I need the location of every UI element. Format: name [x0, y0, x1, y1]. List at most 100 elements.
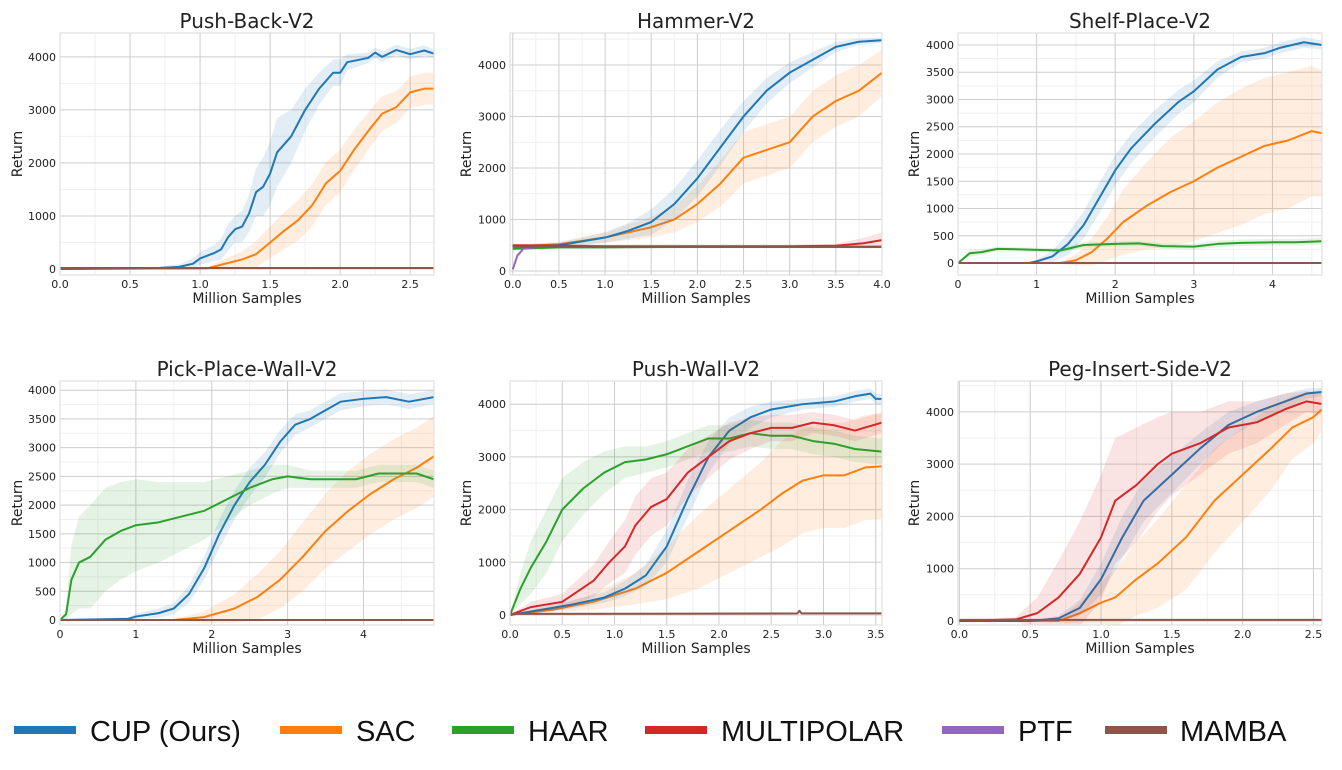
x-tick-label: 1.0: [606, 628, 624, 641]
x-axis-label: Million Samples: [641, 641, 750, 657]
y-tick-label: 2000: [478, 162, 506, 175]
legend-item: SAC: [280, 716, 416, 748]
x-tick-label: 1.5: [261, 278, 279, 291]
line-cup-ours: [959, 390, 1322, 622]
chart-title: Push-Wall-V2: [632, 357, 760, 381]
y-tick-label: 2000: [478, 504, 506, 517]
plot-area: [60, 381, 434, 625]
line-cup-ours: [60, 396, 434, 622]
legend-item: MULTIPOLAR: [645, 716, 904, 748]
line-mamba: [510, 609, 882, 615]
y-tick-label: 1000: [28, 210, 56, 223]
band-multipolar: [959, 390, 1322, 625]
legend-item: MAMBA: [1105, 716, 1287, 748]
x-tick-label: 2.5: [401, 278, 419, 291]
chart-title: Peg-Insert-Side-V2: [1048, 357, 1232, 381]
x-tick-label: 2.0: [710, 628, 728, 641]
x-tick-label: 0.5: [1021, 628, 1039, 641]
series-group: [60, 389, 434, 623]
legend-label: PTF: [1018, 716, 1073, 748]
x-tick-label: 0.0: [951, 628, 969, 641]
x-tick-label: 1.5: [658, 628, 676, 641]
band-haar: [510, 419, 882, 615]
y-tick-label: 0: [49, 614, 56, 627]
x-tick-label: 0.5: [550, 278, 568, 291]
line-multipolar: [959, 400, 1322, 622]
y-tick-label: 1000: [926, 563, 954, 576]
series-group: [959, 387, 1322, 625]
y-tick-label: 2000: [28, 157, 56, 170]
chart-title: Push-Back-V2: [180, 9, 315, 33]
x-tick-label: 2.5: [1305, 628, 1323, 641]
x-tick-label: 2: [208, 628, 215, 641]
panels: Push-Back-V2 Million Samples Return 0.0 0…: [10, 9, 1323, 657]
y-tick-label: 0: [499, 609, 506, 622]
y-tick-label: 3500: [926, 66, 954, 79]
y-axis-label: Return: [10, 480, 26, 526]
band-sac: [60, 72, 434, 270]
line-sac: [958, 130, 1322, 265]
y-tick-label: 2000: [926, 148, 954, 161]
line-sac: [959, 408, 1322, 622]
x-tick-label: 1.0: [596, 278, 614, 291]
chart-title: Pick-Place-Wall-V2: [157, 357, 338, 381]
x-tick-label: 2.0: [689, 278, 707, 291]
y-tick-label: 3000: [28, 442, 56, 455]
plot-frame: [59, 32, 435, 276]
y-axis-label: Return: [907, 131, 923, 177]
y-axis-label: Return: [459, 131, 475, 177]
x-tick-label: 0.0: [504, 278, 522, 291]
y-tick-label: 2500: [926, 121, 954, 134]
line-sac: [60, 455, 434, 622]
plot-area: [958, 381, 1322, 625]
x-tick-label: 2.0: [331, 278, 349, 291]
band-sac: [60, 416, 434, 623]
y-tick-label: 500: [35, 585, 56, 598]
plot-area: [60, 33, 434, 275]
x-tick-label: 0: [57, 628, 64, 641]
y-tick-label: 0: [947, 257, 954, 270]
series-group: [510, 388, 882, 616]
x-tick-label: 2.5: [735, 278, 753, 291]
line-sac: [60, 87, 434, 271]
chart-title: Hammer-V2: [637, 9, 755, 33]
legend-label: HAAR: [528, 716, 609, 748]
y-tick-label: 2000: [926, 510, 954, 523]
y-tick-label: 0: [499, 265, 506, 278]
band-sac: [512, 49, 882, 248]
x-tick-label: 3.5: [827, 278, 845, 291]
plot-frame: [509, 32, 883, 276]
series-group: [958, 36, 1322, 266]
y-tick-label: 3000: [28, 104, 56, 117]
line-cup-ours: [512, 39, 882, 248]
x-axis-label: Million Samples: [192, 641, 301, 657]
y-tick-label: 1500: [926, 175, 954, 188]
x-tick-label: 2: [1112, 278, 1119, 291]
x-axis-label: Million Samples: [641, 291, 750, 307]
y-tick-label: 1500: [28, 528, 56, 541]
y-axis-label: Return: [907, 480, 923, 526]
series-group: [511, 37, 882, 270]
panel-hammer: Hammer-V2 Million Samples Return 0.0 0.5 1…: [459, 9, 891, 307]
plot-frame: [957, 32, 1323, 276]
x-tick-label: 4: [360, 628, 367, 641]
x-tick-label: 3.0: [815, 628, 833, 641]
line-haar: [510, 432, 882, 616]
plot-frame: [59, 380, 435, 626]
y-tick-label: 3500: [28, 413, 56, 426]
line-haar: [60, 472, 434, 621]
band-sac: [958, 65, 1322, 266]
y-tick-label: 4000: [926, 39, 954, 52]
y-tick-label: 4000: [478, 398, 506, 411]
y-tick-label: 4000: [926, 406, 954, 419]
y-tick-label: 1000: [926, 203, 954, 216]
y-tick-label: 3000: [478, 451, 506, 464]
y-axis-label: Return: [459, 480, 475, 526]
x-tick-label: 3: [284, 628, 291, 641]
y-tick-label: 4000: [28, 384, 56, 397]
legend-label: CUP (Ours): [90, 716, 241, 748]
band-haar: [60, 464, 434, 621]
x-tick-label: 3: [1190, 278, 1197, 291]
legend-item: PTF: [942, 716, 1073, 748]
